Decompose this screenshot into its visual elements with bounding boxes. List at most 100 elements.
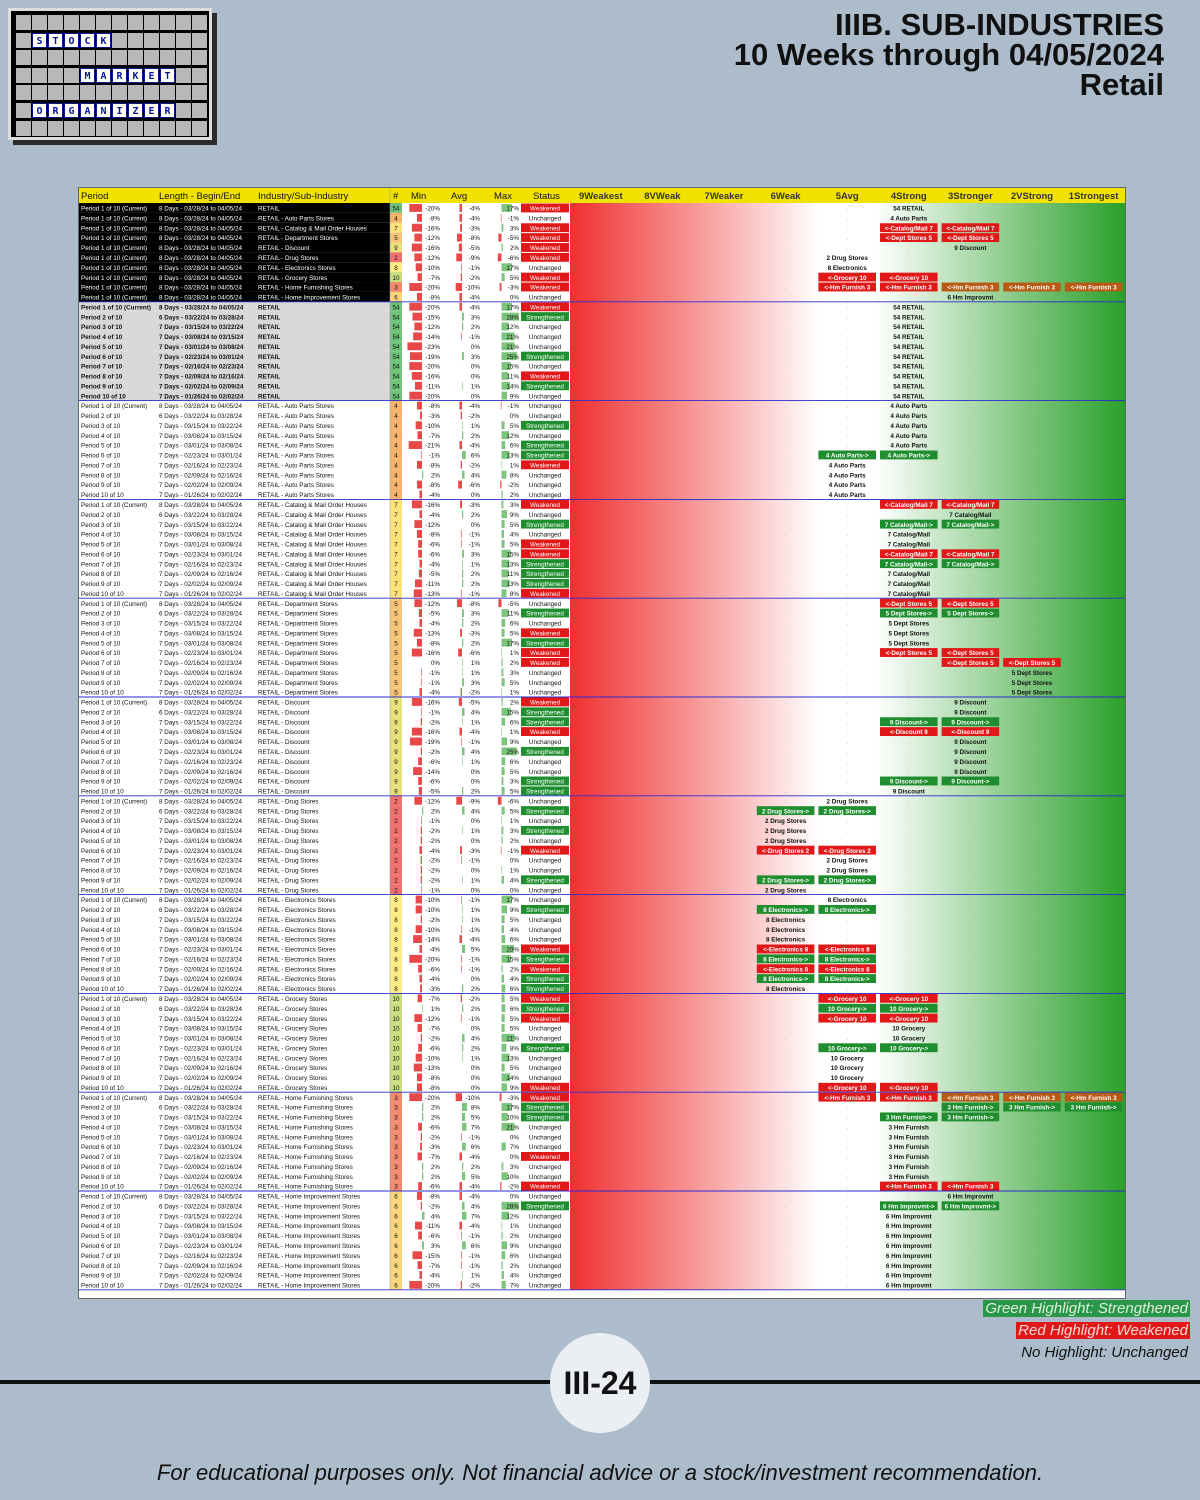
rank-cell-label: 6 Hm Improvmt [886,1233,933,1240]
rank-cell-dot: . [723,532,724,538]
rank-cell-label: 7 Catalog/Mail [888,571,931,578]
value-min: -16% [425,729,440,736]
value-max: 8% [510,591,520,598]
rank-cell-dot: . [908,463,909,469]
rank-cell-dot: . [970,888,971,894]
logo-tile: Y [16,103,31,118]
value-min: -2% [429,838,441,845]
bar-pos [501,1261,503,1270]
rank-cell-dot: . [1031,1036,1032,1042]
logo-tile: R [96,85,111,101]
value-min: -16% [425,374,440,381]
bar-pos [501,1103,512,1111]
rank-cell-dot: . [1031,295,1032,301]
industry-cell: RETAIL - Department Stores [258,640,338,647]
bar-pos [462,451,466,459]
length-cell: 7 Days - 03/15/24 to 03/22/24 [159,423,242,430]
length-cell: 7 Days - 02/23/24 to 03/01/24 [159,453,242,460]
rank-cell-dot: . [662,255,663,261]
rank-cell-dot: . [1093,828,1094,834]
period-cell: Period 3 of 10 [81,621,121,628]
status-cell: Strengthened [526,453,564,460]
rank-cell-dot: . [723,562,724,568]
value-max: 15% [506,551,519,558]
rank-cell-dot: . [600,789,601,795]
rank-cell-highlight [941,1112,1000,1122]
rank-cell-dot: . [785,1164,786,1170]
industry-cell: RETAIL - Drug Stores [258,858,319,865]
bar-neg [459,401,462,410]
period-cell: Period 6 of 10 [81,947,121,954]
rank-cell-dot: . [1031,1066,1032,1072]
value-max: 17% [506,265,519,272]
length-cell: 8 Days - 03/28/24 to 04/05/24 [159,403,242,410]
count-cell-bg [390,657,402,668]
rank-cell-dot: . [1031,779,1032,785]
bar-neg [413,628,422,637]
value-min: 0% [431,660,441,667]
rank-cell-dot: . [847,917,848,923]
bar-neg [461,332,462,341]
bar-pos [501,530,504,538]
length-cell: 7 Days - 03/15/24 to 03/22/24 [159,621,242,628]
count-cell: 8 [394,937,398,944]
period-cell: Period 1 of 10 (Current) [81,235,147,242]
industry-cell: RETAIL - Discount [258,245,310,252]
rank-cell-dot: . [600,394,601,400]
industry-cell: RETAIL [258,393,280,400]
rank-cell-dot: . [785,631,786,637]
value-min: -1% [429,709,441,716]
value-max: 0% [510,413,520,420]
count-cell: 4 [394,462,398,469]
value-avg: -5% [469,245,481,252]
rank-cell-dot: . [1093,1085,1094,1091]
rank-cell-dot: . [662,591,663,597]
rank-cell-dot: . [662,878,663,884]
rank-cell-dot: . [723,641,724,647]
bar-neg [408,441,422,449]
count-cell-bg [390,726,402,737]
value-max: 5% [510,1065,520,1072]
period-cell: Period 1 of 10 (Current) [81,700,147,707]
bar-neg [460,460,462,469]
value-max: 2% [510,1263,520,1270]
bar-pos [501,816,503,825]
rank-cell-dot: . [600,631,601,637]
count-cell: 54 [392,324,400,331]
value-min: -8% [429,640,441,647]
status-cell: Strengthened [526,789,564,796]
rank-cell-dot: . [662,493,663,499]
rank-cell-dot: . [847,987,848,993]
count-cell: 7 [394,561,398,568]
length-cell: 7 Days - 03/01/24 to 03/08/24 [159,739,242,746]
value-min: -1% [429,670,441,677]
count-cell-bg [390,479,402,490]
value-max: 5% [510,630,520,637]
rank-cell-dot: . [662,720,663,726]
count-cell-bg [390,588,402,599]
value-max: 21% [506,334,519,341]
period-cell: Period 6 of 10 [81,551,121,558]
rank-cell-dot: . [600,206,601,212]
period-cell: Period 10 of 10 [81,1184,124,1191]
rank-cell-dot: . [723,917,724,923]
rank-cell-label: 4 Auto Parts-> [887,453,930,460]
rank-cell-dot: . [1093,1243,1094,1249]
period-cell: Period 9 of 10 [81,779,121,786]
logo-tile: X [192,85,207,101]
rank-cell-dot: . [662,621,663,627]
rank-cell-label: 54 RETAIL [893,206,924,213]
value-avg: -1% [469,265,481,272]
rank-cell-dot: . [723,1224,724,1230]
rank-cell-dot: . [1031,601,1032,607]
rank-cell-dot: . [1031,700,1032,706]
value-min: -4% [429,690,441,697]
value-min: 2% [431,1105,441,1112]
rank-cell-label: 54 RETAIL [893,314,924,321]
rank-cell-dot: . [970,1243,971,1249]
rank-cell-label: 4 Auto Parts [890,443,927,450]
count-cell: 9 [394,779,398,786]
value-max: 25% [506,749,519,756]
bar-neg [409,352,422,361]
value-avg: 0% [471,779,481,786]
